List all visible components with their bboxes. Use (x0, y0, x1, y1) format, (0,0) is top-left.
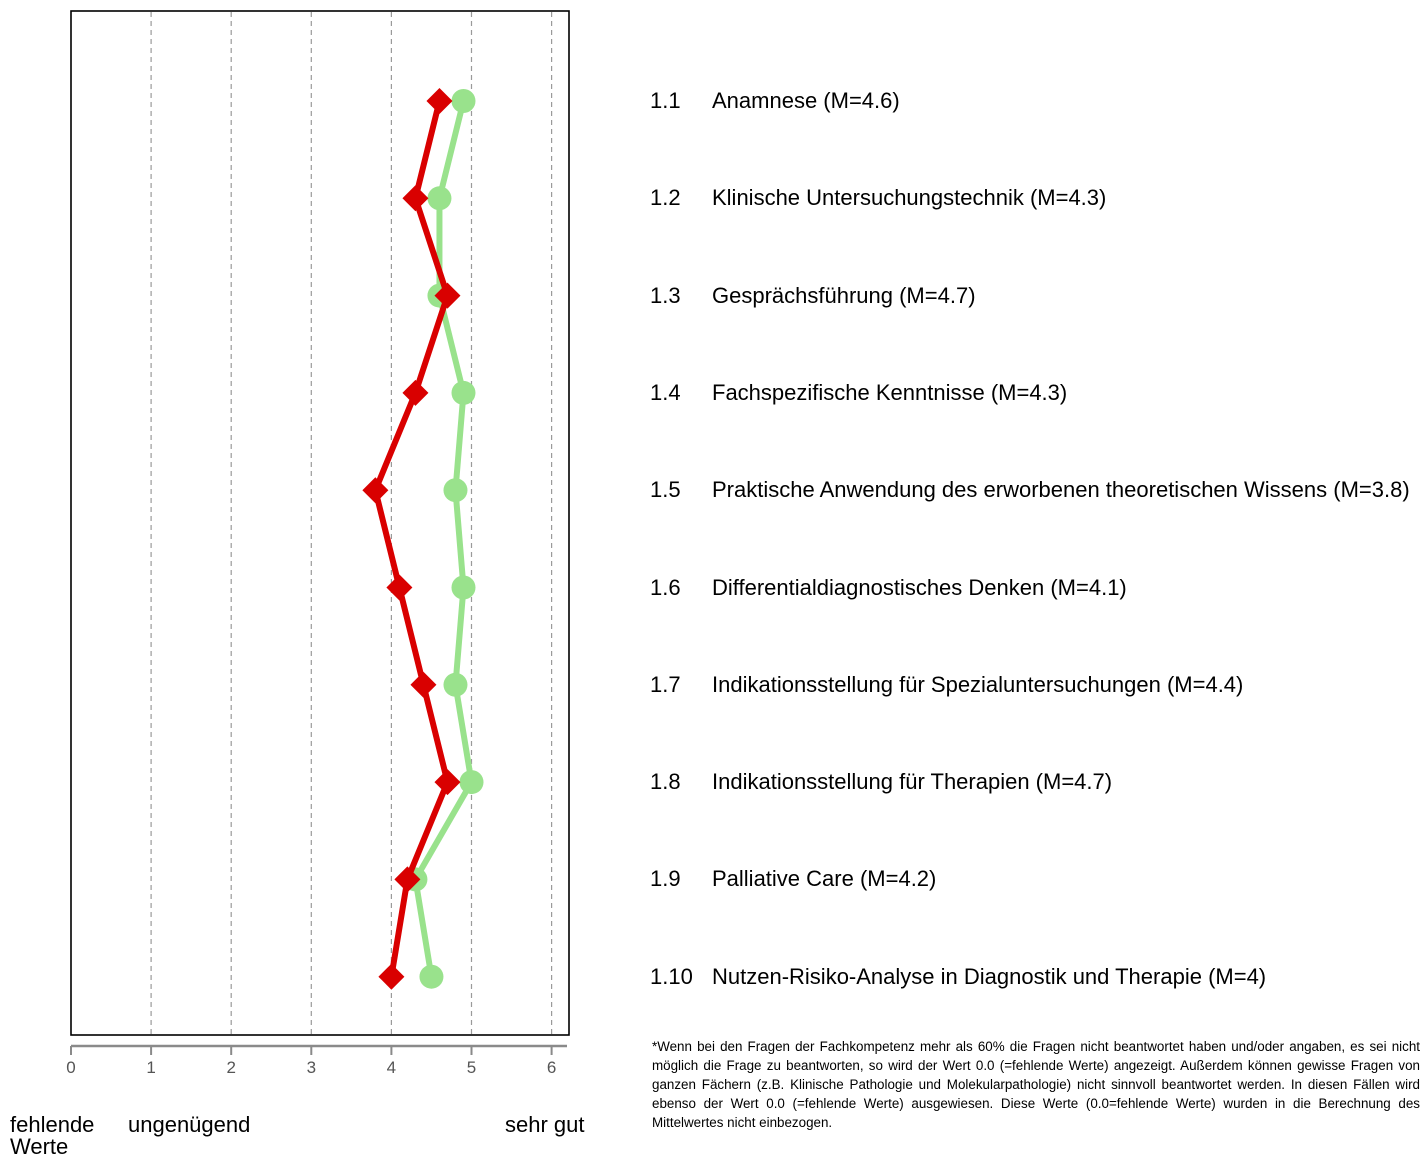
item-label: Palliative Care (M=4.2) (712, 866, 937, 892)
item-label: Klinische Untersuchungstechnik (M=4.3) (712, 185, 1107, 211)
item-label: Nutzen-Risiko-Analyse in Diagnostik und … (712, 963, 1267, 989)
item-number: 1.10 (650, 963, 693, 989)
series-layer (362, 88, 484, 990)
series-2-point (434, 282, 461, 309)
x-tick-label: 1 (146, 1058, 155, 1077)
item-label: Indikationsstellung für Spezialuntersuch… (712, 671, 1244, 697)
item-row: 1.1 Anamnese (M=4.6) (650, 87, 1410, 115)
item-label: Anamnese (M=4.6) (712, 88, 900, 113)
x-tick-label: 0 (66, 1058, 75, 1077)
grid-lines (150, 12, 553, 1034)
plot-frame (70, 10, 570, 1036)
item-number: 1.3 (650, 282, 681, 308)
series-2-point (378, 963, 405, 990)
scale-label-good: sehr gut (505, 1112, 585, 1137)
series-1-point (451, 575, 476, 600)
item-row: 1.7 Indikationsstellung für Spezialunters… (650, 671, 1410, 699)
item-number: 1.6 (650, 574, 681, 600)
series-line-2 (372, 98, 451, 980)
x-tick-label: 5 (467, 1058, 476, 1077)
series-2-point (362, 477, 389, 504)
item-row: 1.3 Gesprächsführung (M=4.7) (650, 282, 1410, 310)
series-1-point (427, 186, 452, 211)
x-tick-label: 3 (307, 1058, 316, 1077)
item-row: 1.4 Fachspezifische Kenntnisse (M=4.3) (650, 379, 1410, 407)
series-2-point (410, 671, 437, 698)
item-number: 1.8 (650, 769, 681, 795)
x-tick-label: 6 (547, 1058, 556, 1077)
item-label: Differentialdiagnostisches Denken (M=4.1… (712, 574, 1127, 600)
series-2-point (402, 379, 429, 406)
item-label: Praktische Anwendung des erworbenen theo… (712, 477, 1410, 503)
item-number: 1.5 (650, 477, 681, 503)
item-number: 1.2 (650, 185, 681, 211)
series-1-point (419, 964, 444, 989)
series-2-point (402, 185, 429, 212)
series-line-1 (412, 98, 475, 980)
scale-label-poor: ungenügend (128, 1112, 251, 1137)
series-1-point (443, 672, 468, 697)
series-1-point (443, 478, 468, 503)
x-tick-label: 4 (387, 1058, 396, 1077)
item-number: 1.7 (650, 671, 681, 697)
item-row: 1.6 Differentialdiagnostisches Denken (M=… (650, 574, 1410, 602)
item-row: 1.5 Praktische Anwendung des erworbenen t… (650, 476, 1410, 504)
item-label: Fachspezifische Kenntnisse (M=4.3) (712, 379, 1068, 405)
item-label: Indikationsstellung für Therapien (M=4.7… (712, 769, 1113, 795)
item-label: Gesprächsführung (M=4.7) (712, 282, 976, 308)
item-row: 1.8 Indikationsstellung für Therapien (M=… (650, 768, 1410, 796)
series-1-point (451, 89, 476, 113)
series-2-point (394, 866, 421, 893)
scale-label-missing: fehlende Werte (10, 1112, 95, 1159)
item-number: 1.4 (650, 379, 681, 405)
series-2-point (434, 769, 461, 796)
footnote: *Wenn bei den Fragen der Fachkompetenz m… (652, 1039, 1420, 1130)
series-2-point (426, 88, 453, 114)
item-row: 1.2 Klinische Untersuchungstechnik (M=4.3… (650, 184, 1410, 212)
x-axis: 0 1 2 3 4 5 6 (66, 1044, 567, 1077)
x-tick-label: 2 (226, 1058, 235, 1077)
item-row: 1.9 Palliative Care (M=4.2) (650, 865, 1410, 893)
series-1-point (459, 770, 484, 795)
item-number: 1.1 (650, 88, 681, 113)
series-2-point (386, 574, 413, 601)
item-row: 1.10 Nutzen-Risiko-Analyse in Diagnostik … (650, 963, 1410, 991)
series-1-point (451, 380, 476, 405)
item-number: 1.9 (650, 866, 681, 892)
